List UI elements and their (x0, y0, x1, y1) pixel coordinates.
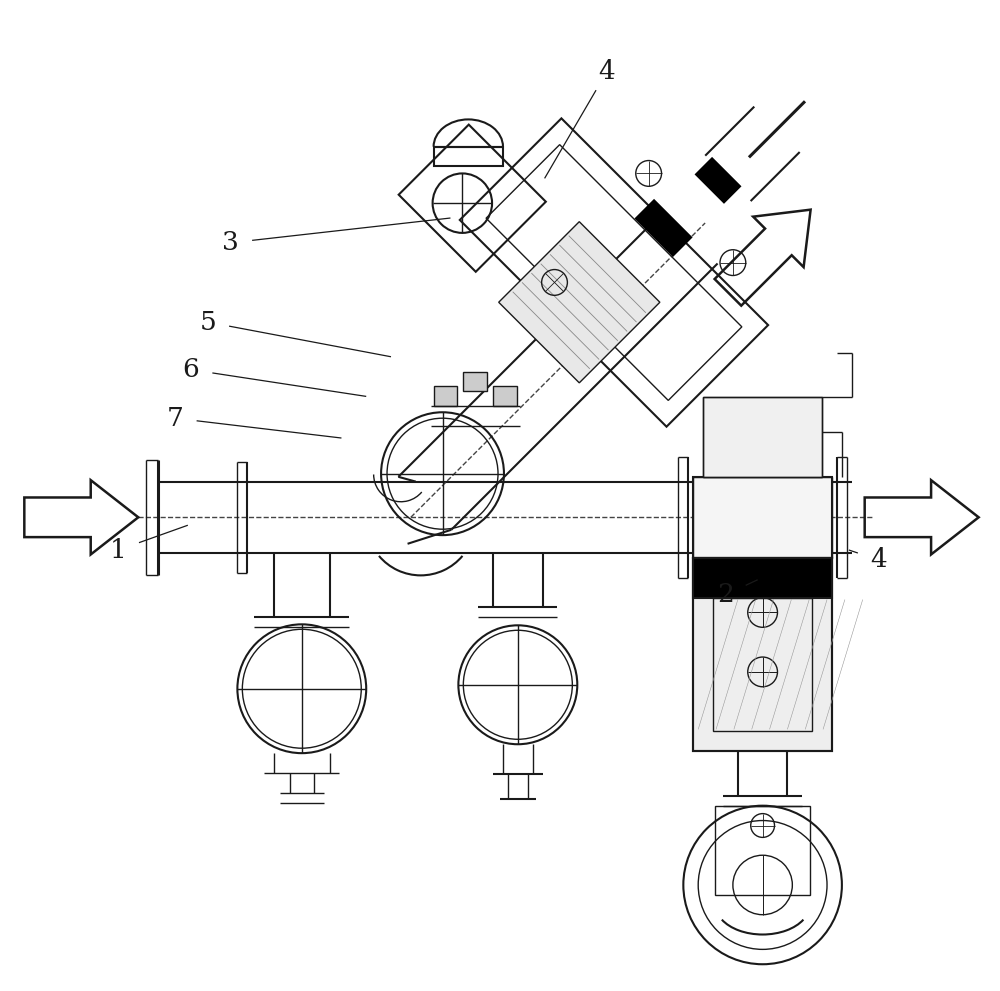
Bar (693, 558, 832, 751)
Text: 1: 1 (110, 537, 127, 563)
Bar (713, 598, 812, 731)
Bar (703, 397, 822, 477)
Bar (715, 806, 810, 895)
Text: 4: 4 (870, 547, 887, 573)
Polygon shape (695, 157, 741, 204)
Text: 5: 5 (199, 309, 216, 335)
Text: 4: 4 (599, 58, 615, 84)
Polygon shape (634, 199, 693, 257)
Bar (434, 386, 457, 406)
Bar (693, 477, 832, 558)
Text: 6: 6 (182, 357, 199, 383)
Bar (693, 558, 832, 598)
Bar (693, 558, 832, 598)
Text: 2: 2 (718, 582, 734, 607)
Bar (703, 397, 822, 477)
Bar (493, 386, 517, 406)
Bar (463, 372, 487, 391)
Polygon shape (499, 222, 660, 383)
Bar (693, 477, 832, 558)
Text: 3: 3 (222, 230, 239, 256)
Bar (434, 147, 503, 166)
Text: 7: 7 (167, 405, 183, 431)
Bar (693, 558, 832, 751)
